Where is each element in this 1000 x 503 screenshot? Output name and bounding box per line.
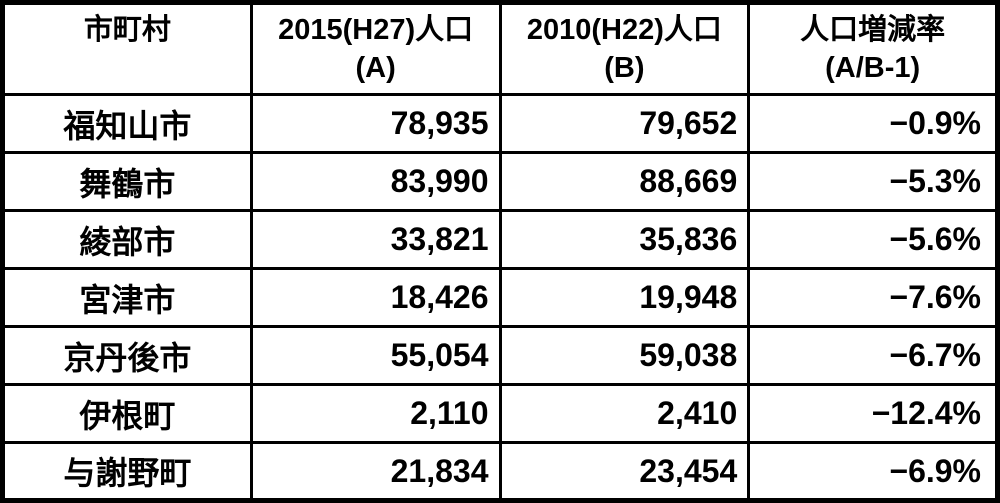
municipality-cell: 与謝野町	[1, 441, 253, 502]
col-header-pop2010-line2: (B)	[604, 52, 645, 84]
table-row: 福知山市 78,935 79,652 −0.9%	[1, 93, 999, 154]
change-cell: −12.4%	[747, 383, 999, 444]
col-header-pop2010: 2010(H22)人口 (B)	[498, 1, 751, 96]
col-header-change-rate-line2: (A/B-1)	[825, 52, 921, 84]
table-row: 与謝野町 21,834 23,454 −6.9%	[1, 441, 999, 502]
col-header-change-rate: 人口増減率 (A/B-1)	[747, 1, 999, 96]
table-row: 舞鶴市 83,990 88,669 −5.3%	[1, 151, 999, 212]
change-cell: −5.3%	[747, 151, 999, 212]
municipality-cell: 京丹後市	[1, 325, 253, 386]
pop2015-cell: 55,054	[249, 325, 502, 386]
table-body: 福知山市 78,935 79,652 −0.9% 舞鶴市 83,990 88,6…	[1, 93, 999, 502]
pop2010-cell: 35,836	[498, 209, 751, 270]
change-cell: −5.6%	[747, 209, 999, 270]
col-header-pop2015-line1: 2015(H27)人口	[278, 14, 474, 46]
change-cell: −0.9%	[747, 93, 999, 154]
col-header-municipality-line2	[5, 49, 248, 87]
change-cell: −6.9%	[747, 441, 999, 502]
pop2010-cell: 23,454	[498, 441, 751, 502]
col-header-change-rate-line1: 人口増減率	[800, 14, 946, 46]
pop2015-cell: 18,426	[249, 267, 502, 328]
pop2010-cell: 19,948	[498, 267, 751, 328]
municipality-cell: 福知山市	[1, 93, 253, 154]
pop2015-cell: 33,821	[249, 209, 502, 270]
change-cell: −7.6%	[747, 267, 999, 328]
col-header-municipality: 市町村	[1, 1, 253, 96]
pop2010-cell: 2,410	[498, 383, 751, 444]
table-row: 伊根町 2,110 2,410 −12.4%	[1, 383, 999, 444]
municipality-cell: 綾部市	[1, 209, 253, 270]
table-row: 宮津市 18,426 19,948 −7.6%	[1, 267, 999, 328]
pop2010-cell: 59,038	[498, 325, 751, 386]
pop2015-cell: 78,935	[249, 93, 502, 154]
change-cell: −6.7%	[747, 325, 999, 386]
municipality-cell: 伊根町	[1, 383, 253, 444]
col-header-pop2015-line2: (A)	[355, 52, 396, 84]
table-row: 綾部市 33,821 35,836 −5.6%	[1, 209, 999, 270]
col-header-municipality-line1: 市町村	[83, 14, 171, 46]
table-row: 京丹後市 55,054 59,038 −6.7%	[1, 325, 999, 386]
pop2015-cell: 2,110	[249, 383, 502, 444]
pop2015-cell: 83,990	[249, 151, 502, 212]
pop2010-cell: 88,669	[498, 151, 751, 212]
col-header-pop2015: 2015(H27)人口 (A)	[249, 1, 502, 96]
col-header-pop2010-line1: 2010(H22)人口	[526, 14, 722, 46]
header-row: 市町村 2015(H27)人口 (A) 2010(H22)人口 (B) 人口増減…	[1, 1, 999, 96]
municipality-cell: 宮津市	[1, 267, 253, 328]
pop2015-cell: 21,834	[249, 441, 502, 502]
table-header: 市町村 2015(H27)人口 (A) 2010(H22)人口 (B) 人口増減…	[1, 1, 999, 96]
municipality-cell: 舞鶴市	[1, 151, 253, 212]
pop2010-cell: 79,652	[498, 93, 751, 154]
